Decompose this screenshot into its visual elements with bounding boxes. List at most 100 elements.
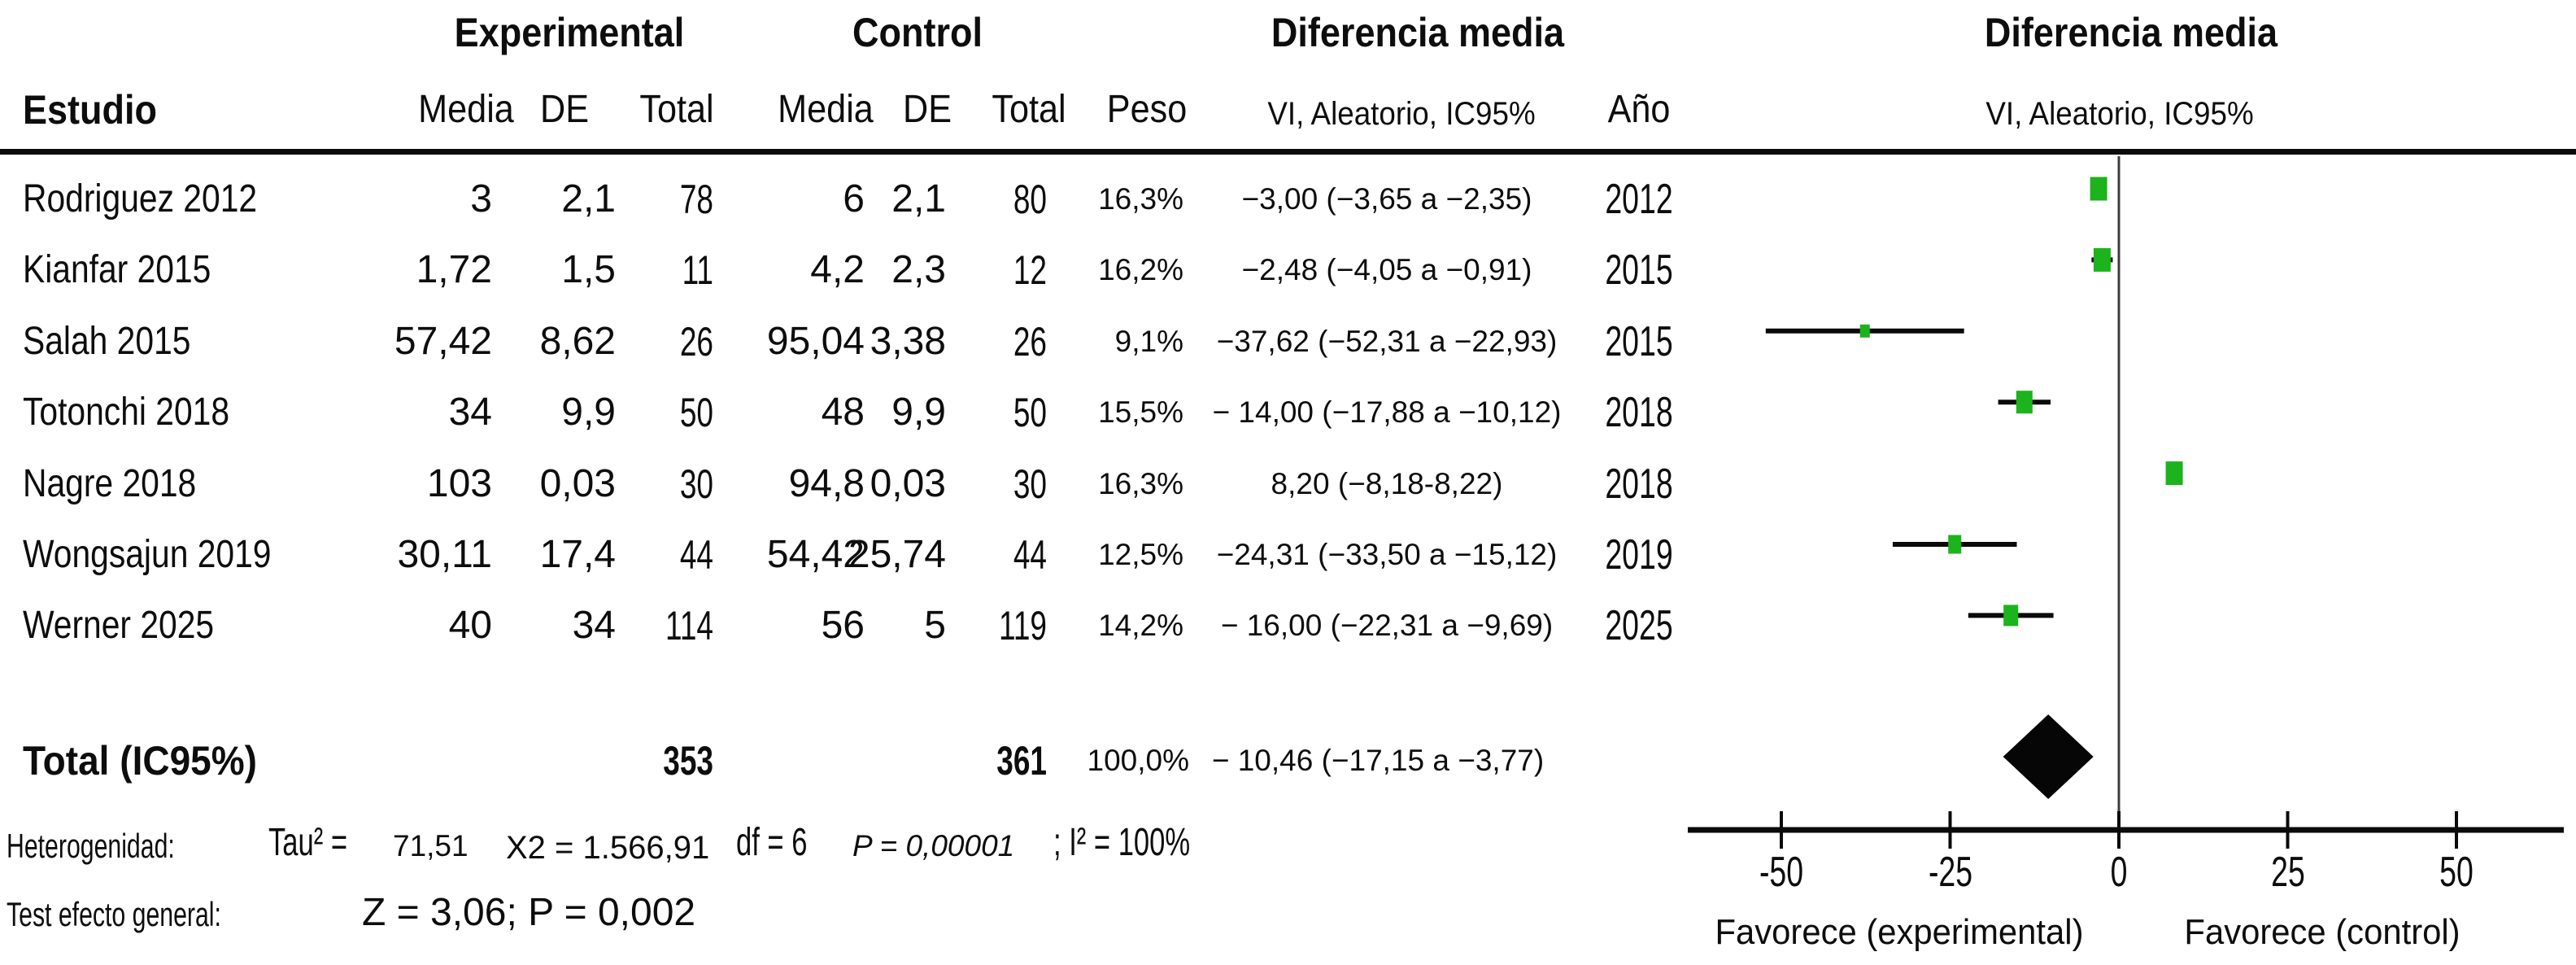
study-ctl-media: 94,8 (788, 461, 865, 505)
heterogeneity-p: P = 0,00001 (852, 829, 1015, 862)
study-exp-de: 9,9 (561, 391, 616, 434)
heterogeneity-tau-value: 71,51 (393, 829, 469, 862)
study-ano: 2015 (1605, 317, 1673, 365)
study-ano: 2018 (1605, 460, 1673, 508)
header-separator-line (0, 149, 2576, 155)
effect-marker (2093, 247, 2111, 272)
study-ctl-de: 2,1 (891, 177, 946, 221)
study-ctl-media: 56 (821, 604, 865, 648)
header-mean-difference-left: Diferencia media (1271, 10, 1565, 55)
study-ano: 2019 (1605, 531, 1673, 579)
study-ci-text: −3,00 (−3,65 a −2,35) (1241, 182, 1532, 216)
heterogeneity-label: Heterogenidad: (7, 827, 175, 865)
study-exp-de: 34 (572, 604, 616, 648)
study-name: Totonchi 2018 (23, 391, 230, 434)
heterogeneity-tau-label: Tau² = (268, 821, 348, 864)
column-header-vi-aleatorio-left: VI, Aleatorio, IC95% (1267, 96, 1536, 132)
study-ano: 2015 (1605, 247, 1673, 295)
effect-marker (1859, 324, 1870, 338)
study-ctl-de: 5 (924, 604, 946, 648)
total-ctl-n: 361 (996, 738, 1047, 784)
study-peso: 15,5% (1098, 395, 1183, 430)
x-tick-label: -25 (1928, 849, 1972, 896)
study-name: Wongsajun 2019 (23, 533, 272, 576)
heterogeneity-chi2: Χ2 = 1.566,91 (506, 830, 710, 866)
total-weight: 100,0% (1087, 744, 1190, 777)
study-ctl-de: 3,38 (870, 319, 946, 363)
study-ano: 2012 (1605, 176, 1673, 223)
column-header-ctl-media: Media (778, 88, 874, 131)
study-name: Kianfar 2015 (23, 248, 211, 292)
column-header-exp-de: DE (539, 88, 590, 131)
effect-marker (1948, 535, 1962, 554)
study-peso: 14,2% (1098, 609, 1183, 643)
study-ci-text: − 14,00 (−17,88 a −10,12) (1212, 395, 1562, 430)
study-exp-media: 40 (448, 604, 492, 648)
study-ci-text: 8,20 (−8,18-8,22) (1271, 466, 1503, 500)
heterogeneity-df: df = 6 (736, 821, 808, 864)
x-tick-label: 0 (2110, 849, 2128, 896)
total-row-label: Total (IC95%) (23, 738, 257, 784)
study-name: Nagre 2018 (23, 461, 197, 505)
effect-marker (2003, 605, 2019, 627)
study-exp-media: 103 (426, 461, 492, 505)
study-peso: 12,5% (1098, 538, 1183, 571)
study-exp-de: 1,5 (561, 248, 616, 292)
study-ctl-total: 50 (1013, 390, 1047, 436)
total-ci: − 10,46 (−17,15 a −3,77) (1211, 744, 1545, 777)
effect-marker (2090, 177, 2107, 201)
study-exp-de: 2,1 (561, 177, 616, 221)
study-name: Rodriguez 2012 (23, 177, 258, 221)
study-ctl-total: 26 (1013, 318, 1047, 365)
study-exp-total: 50 (679, 390, 713, 436)
column-header-exp-media: Media (418, 88, 514, 131)
x-tick-label: 25 (2270, 849, 2305, 896)
column-header-vi-aleatorio-right: VI, Aleatorio, IC95% (1985, 96, 2254, 132)
heterogeneity-i2: ; I² = 100% (1053, 821, 1191, 864)
study-name: Salah 2015 (23, 319, 191, 363)
study-peso: 16,3% (1098, 466, 1183, 500)
header-control-group: Control (852, 10, 983, 55)
header-mean-difference-right: Diferencia media (1984, 10, 2278, 55)
total-exp-n: 353 (663, 738, 713, 784)
study-exp-de: 17,4 (539, 533, 616, 576)
study-exp-media: 57,42 (394, 319, 492, 363)
study-ano: 2018 (1605, 389, 1673, 437)
column-header-ctl-total: Total (992, 88, 1066, 131)
study-ctl-total: 44 (1013, 532, 1047, 578)
study-ctl-de: 2,3 (891, 248, 946, 292)
favor-experimental-label: Favorece (experimental) (1715, 912, 2084, 952)
study-exp-media: 34 (448, 391, 492, 434)
column-header-estudio: Estudio (23, 87, 157, 133)
study-ctl-media: 54,42 (766, 533, 865, 576)
study-ctl-media: 95,04 (766, 319, 865, 363)
study-ctl-media: 48 (821, 391, 865, 434)
study-name: Werner 2025 (23, 604, 215, 648)
total-diamond (2003, 714, 2094, 799)
study-peso: 9,1% (1114, 324, 1183, 358)
study-exp-total: 11 (682, 247, 713, 294)
study-ctl-media: 4,2 (810, 248, 865, 292)
study-exp-de: 8,62 (539, 319, 616, 363)
study-exp-media: 1,72 (416, 248, 492, 292)
x-tick-label: -50 (1759, 849, 1804, 896)
study-ano: 2025 (1605, 602, 1673, 650)
study-exp-total: 78 (679, 177, 713, 222)
study-peso: 16,3% (1098, 182, 1183, 216)
column-header-exp-total: Total (639, 88, 714, 131)
study-ci-text: −37,62 (−52,31 a −22,93) (1216, 324, 1558, 358)
study-ci-text: − 16,00 (−22,31 a −9,69) (1220, 609, 1554, 643)
study-ctl-total: 30 (1013, 461, 1047, 507)
study-exp-total: 114 (665, 603, 713, 649)
study-exp-media: 3 (470, 177, 492, 221)
column-header-ano: Año (1607, 88, 1671, 131)
study-ctl-total: 80 (1013, 177, 1047, 222)
study-ctl-total: 119 (999, 603, 1047, 649)
study-ctl-total: 12 (1013, 247, 1047, 294)
column-header-ctl-de: DE (902, 88, 952, 131)
effect-marker (2165, 461, 2183, 486)
study-ctl-de: 25,74 (848, 533, 946, 576)
study-exp-de: 0,03 (539, 461, 616, 505)
study-ctl-de: 0,03 (870, 461, 946, 505)
study-ctl-de: 9,9 (891, 391, 946, 434)
